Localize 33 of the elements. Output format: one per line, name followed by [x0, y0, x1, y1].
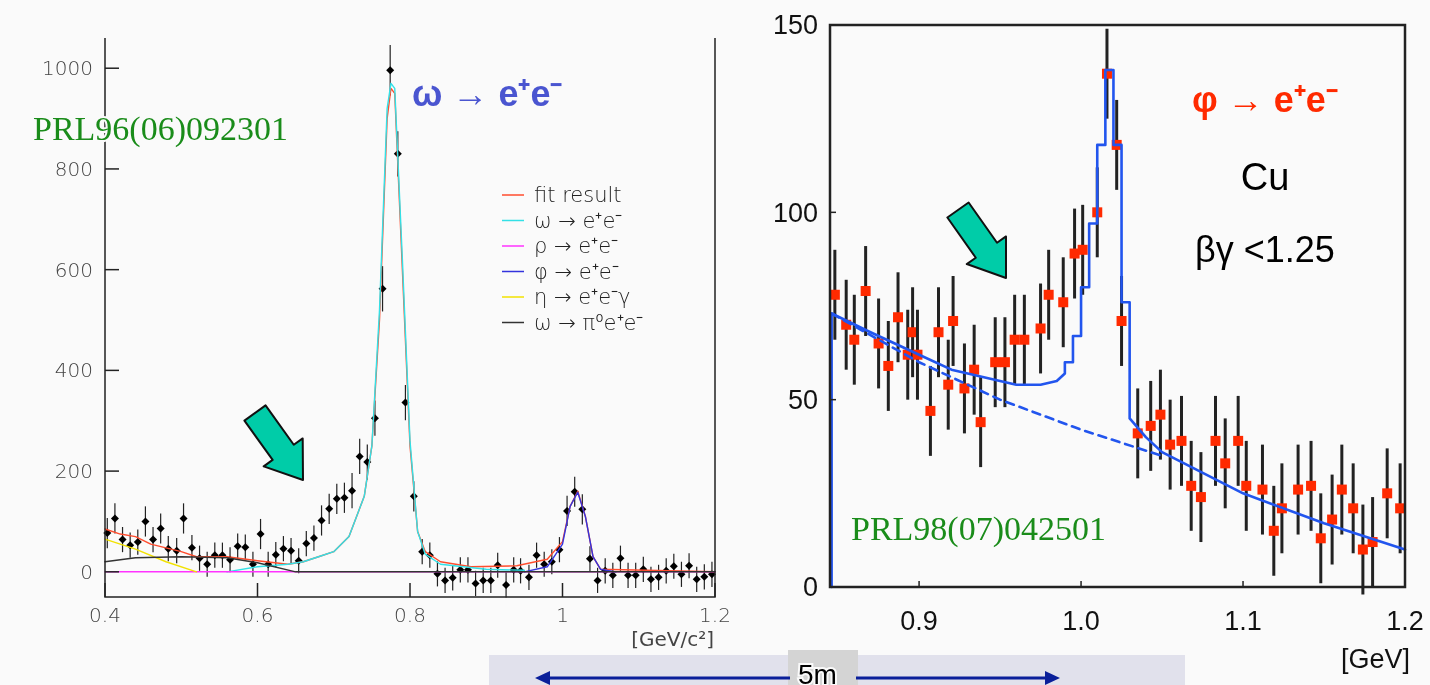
x-tick-label: 0.8: [394, 603, 426, 627]
x-tick-label: 1: [556, 603, 569, 627]
y-tick-label: 600: [54, 257, 93, 282]
y-tick-label: 400: [54, 358, 93, 383]
y-tick-label: 800: [54, 156, 93, 181]
legend-label: ω → π⁰e⁺e⁻: [534, 310, 644, 335]
annotation: Cu: [1240, 156, 1290, 198]
x-axis-title: [GeV/c²]: [631, 627, 714, 651]
x-tick-label: 1.0: [1062, 606, 1100, 636]
legend-label: η → e⁺e⁻γ: [534, 285, 631, 310]
legend-label: ρ → e⁺e⁻: [534, 234, 619, 259]
y-tick-label: 1000: [42, 56, 93, 81]
y-tick-label: 100: [772, 197, 818, 228]
annotation: PRL98(07)042501: [851, 510, 1106, 548]
x-tick-label: 1.1: [1224, 606, 1262, 636]
legend-label: fit result: [534, 183, 622, 208]
y-tick-label: 0: [802, 572, 818, 603]
x-tick-label: 1.2: [699, 603, 731, 627]
x-tick-label: 0.4: [89, 603, 121, 627]
annotation: φ → e⁺e⁻: [1192, 79, 1338, 120]
legend-label: ω → e⁺e⁻: [534, 208, 623, 233]
y-tick-label: 0: [80, 559, 93, 584]
y-tick-label: 150: [772, 10, 818, 41]
annotation: ω → e⁺e⁻: [412, 73, 563, 114]
annotation: βγ <1.25: [1195, 229, 1335, 270]
x-tick-label: 1.2: [1386, 606, 1424, 636]
x-tick-label: 0.6: [241, 603, 274, 627]
x-axis-title: [GeV]: [1340, 644, 1410, 674]
x-tick-label: 0.9: [900, 606, 938, 636]
y-tick-label: 50: [787, 385, 818, 416]
text: 5m: [798, 659, 837, 685]
legend-label: φ → e⁺e⁻: [534, 259, 619, 284]
y-tick-label: 200: [54, 459, 93, 484]
